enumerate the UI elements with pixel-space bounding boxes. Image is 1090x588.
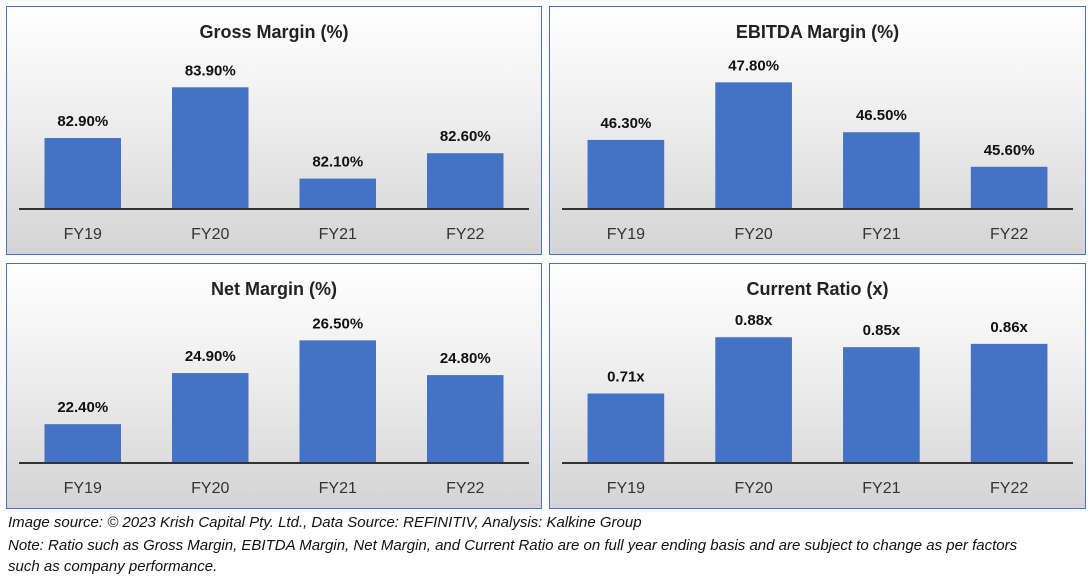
category-label: FY21	[319, 226, 357, 243]
ebitda-margin-chart: EBITDA Margin (%) 46.30% FY19 47.80% FY20 46.…	[549, 6, 1086, 255]
bar-fy22	[970, 166, 1048, 209]
data-label: 22.40%	[57, 399, 108, 416]
ratio-note: Note: Ratio such as Gross Margin, EBITDA…	[8, 537, 1018, 575]
bar-fy21	[843, 132, 920, 209]
bar-fy19	[587, 393, 665, 463]
category-label: FY19	[607, 226, 645, 243]
category-label: FY19	[64, 226, 102, 243]
category-label: FY21	[862, 480, 900, 497]
net-margin-svg: Net Margin (%) 22.40% FY19 24.90% FY20 26.50%…	[19, 279, 529, 497]
data-label: 82.60%	[440, 128, 491, 145]
category-label: FY22	[990, 226, 1028, 243]
data-label: 82.90%	[57, 113, 108, 130]
data-label: 0.85x	[863, 322, 901, 339]
current-ratio-svg: Current Ratio (x) 0.71x FY19 0.88x FY20 0.85x…	[562, 279, 1073, 497]
bar-fy19	[44, 138, 121, 209]
bar-fy21	[843, 347, 920, 463]
category-label: FY22	[446, 226, 484, 243]
category-label: FY20	[735, 480, 773, 497]
data-label: 0.86x	[990, 319, 1028, 336]
category-label: FY22	[446, 480, 484, 497]
chart-title: Gross Margin (%)	[199, 22, 348, 42]
gross-margin-chart: Gross Margin (%) 82.90% FY19 83.90% FY20 82.1…	[6, 6, 542, 255]
bar-fy20	[172, 373, 249, 463]
category-label: FY22	[990, 480, 1028, 497]
net-margin-chart: Net Margin (%) 22.40% FY19 24.90% FY20 26.50%…	[6, 263, 542, 509]
data-label: 83.90%	[185, 62, 236, 79]
bar-fy22	[970, 343, 1048, 463]
bar-fy22	[427, 375, 504, 463]
category-label: FY20	[735, 226, 773, 243]
chart-title: Net Margin (%)	[211, 279, 337, 299]
category-label: FY20	[191, 480, 229, 497]
bar-fy21	[299, 340, 376, 463]
data-label: 46.30%	[600, 115, 651, 132]
chart-title: Current Ratio (x)	[746, 279, 888, 299]
data-label: 24.90%	[185, 348, 236, 365]
bar-fy19	[587, 139, 665, 209]
bar-fy19	[44, 424, 121, 463]
ebitda-margin-svg: EBITDA Margin (%) 46.30% FY19 47.80% FY20 46.…	[562, 22, 1073, 243]
current-ratio-chart: Current Ratio (x) 0.71x FY19 0.88x FY20 0.85x…	[549, 263, 1086, 509]
data-label: 45.60%	[984, 142, 1035, 159]
bar-fy20	[715, 82, 792, 209]
data-label: 0.88x	[735, 312, 773, 329]
category-label: FY19	[64, 480, 102, 497]
bar-fy21	[299, 178, 376, 209]
data-label: 47.80%	[728, 57, 779, 74]
gross-margin-svg: Gross Margin (%) 82.90% FY19 83.90% FY20 82.1…	[19, 22, 529, 243]
data-label: 46.50%	[856, 107, 907, 124]
category-label: FY19	[607, 480, 645, 497]
chart-title: EBITDA Margin (%)	[736, 22, 899, 42]
data-label: 0.71x	[607, 369, 645, 386]
data-label: 26.50%	[312, 315, 363, 332]
bar-fy20	[715, 337, 792, 463]
bar-fy22	[427, 153, 504, 209]
data-label: 24.80%	[440, 350, 491, 367]
category-label: FY20	[191, 226, 229, 243]
category-label: FY21	[319, 480, 357, 497]
data-label: 82.10%	[312, 154, 363, 171]
bar-fy20	[172, 87, 249, 209]
category-label: FY21	[862, 226, 900, 243]
image-source-note: Image source: © 2023 Krish Capital Pty. …	[8, 514, 642, 531]
